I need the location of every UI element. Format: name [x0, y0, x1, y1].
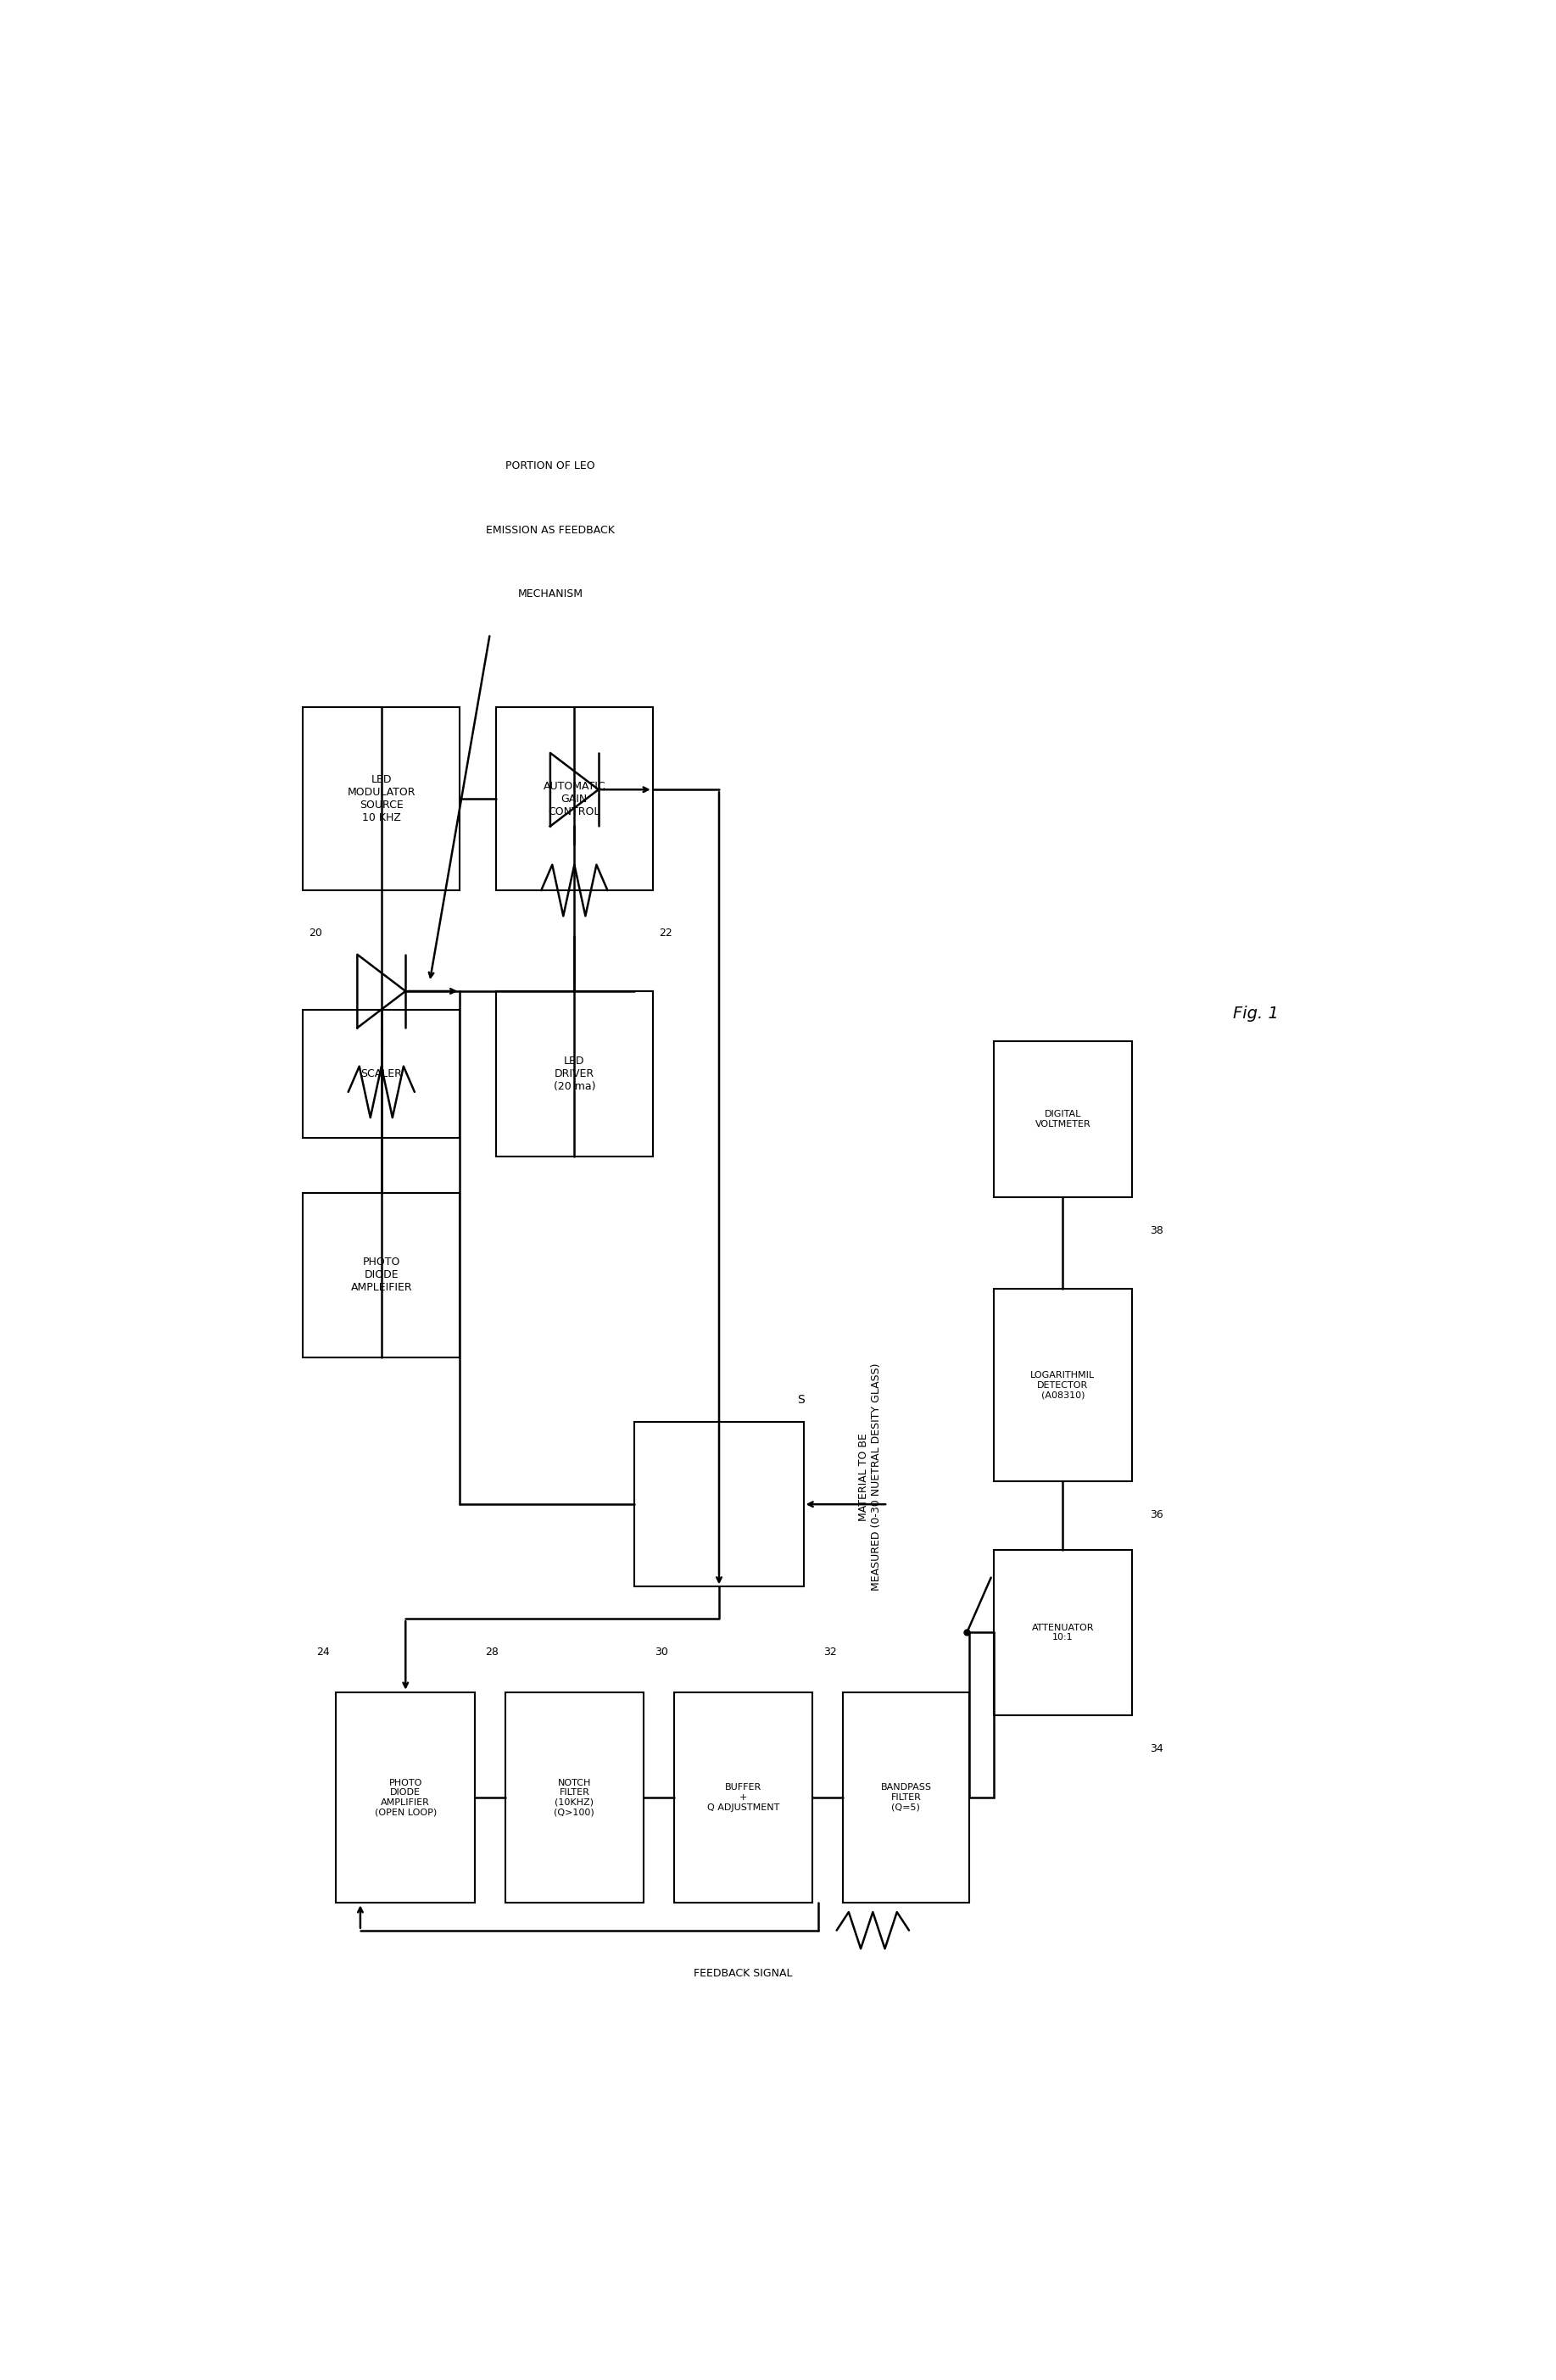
Text: LED
DRIVER
(20 ma): LED DRIVER (20 ma): [554, 1054, 596, 1092]
Text: 22: 22: [658, 928, 672, 938]
Text: PHOTO
DIODE
AMPLIFIER
(OPEN LOOP): PHOTO DIODE AMPLIFIER (OPEN LOOP): [375, 1778, 437, 1816]
Text: NOTCH
FILTER
(10KHZ)
(Q>100): NOTCH FILTER (10KHZ) (Q>100): [554, 1778, 594, 1816]
Text: ATTENUATOR
10:1: ATTENUATOR 10:1: [1032, 1623, 1094, 1642]
Text: 24: 24: [317, 1647, 330, 1659]
Text: MECHANISM: MECHANISM: [518, 588, 584, 600]
Text: PHOTO
DIODE
AMPLEIFIER: PHOTO DIODE AMPLEIFIER: [350, 1257, 412, 1292]
Text: FEEDBACK SIGNAL: FEEDBACK SIGNAL: [694, 1968, 792, 1978]
Text: 20: 20: [310, 928, 322, 938]
Text: SCALER: SCALER: [361, 1069, 401, 1078]
Text: 28: 28: [485, 1647, 499, 1659]
Text: MATERIAL TO BE
MEASURED (0-30 NUETRAL DESITY GLASS): MATERIAL TO BE MEASURED (0-30 NUETRAL DE…: [857, 1364, 882, 1590]
Bar: [843, 1692, 969, 1904]
Bar: [496, 707, 654, 890]
Text: PORTION OF LEO: PORTION OF LEO: [506, 459, 594, 471]
Text: 30: 30: [655, 1647, 668, 1659]
Text: BANDPASS
FILTER
(Q=5): BANDPASS FILTER (Q=5): [881, 1783, 932, 1811]
Text: DIGITAL
VOLTMETER: DIGITAL VOLTMETER: [1035, 1111, 1091, 1128]
Text: BUFFER
+
Q ADJUSTMENT: BUFFER + Q ADJUSTMENT: [706, 1783, 780, 1811]
Text: AUTOMATIC
GAIN
CONTROL: AUTOMATIC GAIN CONTROL: [543, 781, 605, 816]
Bar: [635, 1421, 803, 1587]
Bar: [674, 1692, 812, 1904]
Text: 32: 32: [823, 1647, 837, 1659]
Bar: [496, 990, 654, 1157]
Text: S: S: [797, 1395, 804, 1407]
Text: EMISSION AS FEEDBACK: EMISSION AS FEEDBACK: [485, 524, 615, 536]
Text: 34: 34: [1150, 1742, 1164, 1754]
Bar: [303, 1009, 461, 1138]
Bar: [993, 1290, 1133, 1480]
Bar: [993, 1549, 1133, 1716]
Bar: [303, 707, 461, 890]
Text: LED
MODULATOR
SOURCE
10 KHZ: LED MODULATOR SOURCE 10 KHZ: [347, 774, 415, 823]
Text: Fig. 1: Fig. 1: [1232, 1007, 1279, 1021]
Bar: [336, 1692, 475, 1904]
Text: 36: 36: [1150, 1509, 1164, 1521]
Bar: [303, 1192, 461, 1357]
Bar: [993, 1042, 1133, 1197]
Text: LOGARITHMIL
DETECTOR
(A08310): LOGARITHMIL DETECTOR (A08310): [1030, 1371, 1095, 1399]
Bar: [506, 1692, 644, 1904]
Text: 38: 38: [1150, 1226, 1164, 1238]
